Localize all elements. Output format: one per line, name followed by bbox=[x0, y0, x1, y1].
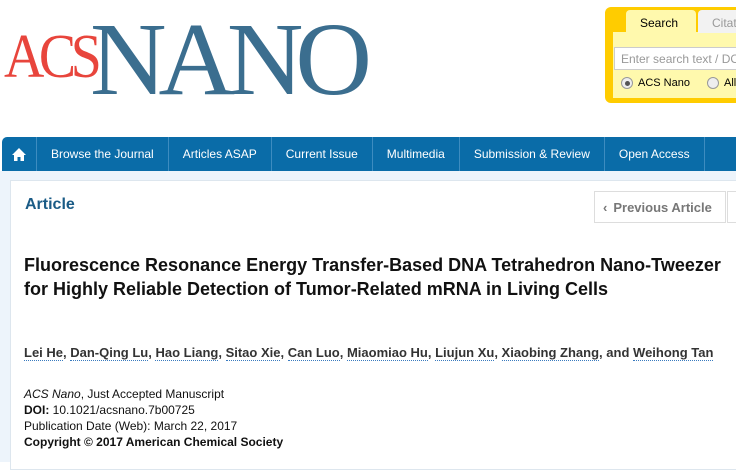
publication-date: Publication Date (Web): March 22, 2017 bbox=[24, 419, 238, 433]
search-input[interactable]: Enter search text / DOI bbox=[614, 47, 736, 70]
radio-selected-icon bbox=[621, 77, 633, 89]
author-link[interactable]: Lei He bbox=[24, 345, 64, 361]
author-link[interactable]: Hao Liang bbox=[155, 345, 219, 361]
chevron-left-icon: ‹ bbox=[603, 199, 608, 215]
author-link[interactable]: Dan-Qing Lu bbox=[70, 345, 149, 361]
copyright: Copyright © 2017 American Chemical Socie… bbox=[24, 435, 284, 449]
nav-browse-journal[interactable]: Browse the Journal bbox=[37, 137, 169, 171]
author-link[interactable]: Sitao Xie bbox=[225, 345, 281, 361]
author-link[interactable]: Liujun Xu bbox=[435, 345, 495, 361]
nav-open-access[interactable]: Open Access bbox=[605, 137, 705, 171]
article-title: Fluorescence Resonance Energy Transfer-B… bbox=[24, 255, 721, 299]
doi-label: DOI: bbox=[24, 403, 50, 417]
radio-label: All bbox=[724, 77, 736, 89]
logo-nano: NANO bbox=[90, 2, 372, 117]
nav-multimedia[interactable]: Multimedia bbox=[373, 137, 460, 171]
nav-current-issue[interactable]: Current Issue bbox=[272, 137, 373, 171]
author-list: Lei He, Dan-Qing Lu, Hao Liang, Sitao Xi… bbox=[24, 345, 714, 361]
previous-article-button[interactable]: ‹ Previous Article bbox=[594, 191, 726, 223]
previous-article-label: Previous Article bbox=[613, 199, 712, 215]
search-box: Search Citation Enter search text / DOI … bbox=[605, 7, 736, 103]
and-text: and bbox=[606, 345, 630, 360]
manuscript-status: , Just Accepted Manuscript bbox=[80, 387, 225, 401]
logo-acs: ACS bbox=[4, 23, 102, 91]
article-type-heading: Article bbox=[25, 196, 75, 213]
tab-search[interactable]: Search bbox=[626, 10, 696, 33]
home-button[interactable] bbox=[2, 137, 37, 171]
journal-name: ACS Nano bbox=[24, 387, 81, 401]
nav-articles-asap[interactable]: Articles ASAP bbox=[169, 137, 272, 171]
author-link[interactable]: Xiaobing Zhang bbox=[501, 345, 600, 361]
next-article-button[interactable] bbox=[727, 191, 736, 223]
radio-icon bbox=[707, 77, 719, 89]
content-area: Article ‹ Previous Article Fluorescence … bbox=[0, 171, 736, 470]
home-icon bbox=[12, 147, 26, 161]
radio-all[interactable]: All bbox=[707, 77, 736, 89]
doi-value: 10.1021/acsnano.7b00725 bbox=[49, 403, 195, 417]
radio-label: ACS Nano bbox=[638, 77, 690, 89]
main-nav: Browse the Journal Articles ASAP Current… bbox=[2, 137, 736, 171]
article-panel: Article ‹ Previous Article Fluorescence … bbox=[10, 180, 736, 470]
author-link[interactable]: Miaomiao Hu bbox=[346, 345, 428, 361]
nav-submission-review[interactable]: Submission & Review bbox=[460, 137, 605, 171]
tab-citation[interactable]: Citation bbox=[698, 10, 736, 33]
article-meta: ACS Nano, Just Accepted Manuscript DOI: … bbox=[24, 386, 283, 450]
author-link[interactable]: Can Luo bbox=[287, 345, 340, 361]
author-link[interactable]: Weihong Tan bbox=[633, 345, 714, 361]
radio-acs-nano[interactable]: ACS Nano bbox=[621, 77, 690, 89]
